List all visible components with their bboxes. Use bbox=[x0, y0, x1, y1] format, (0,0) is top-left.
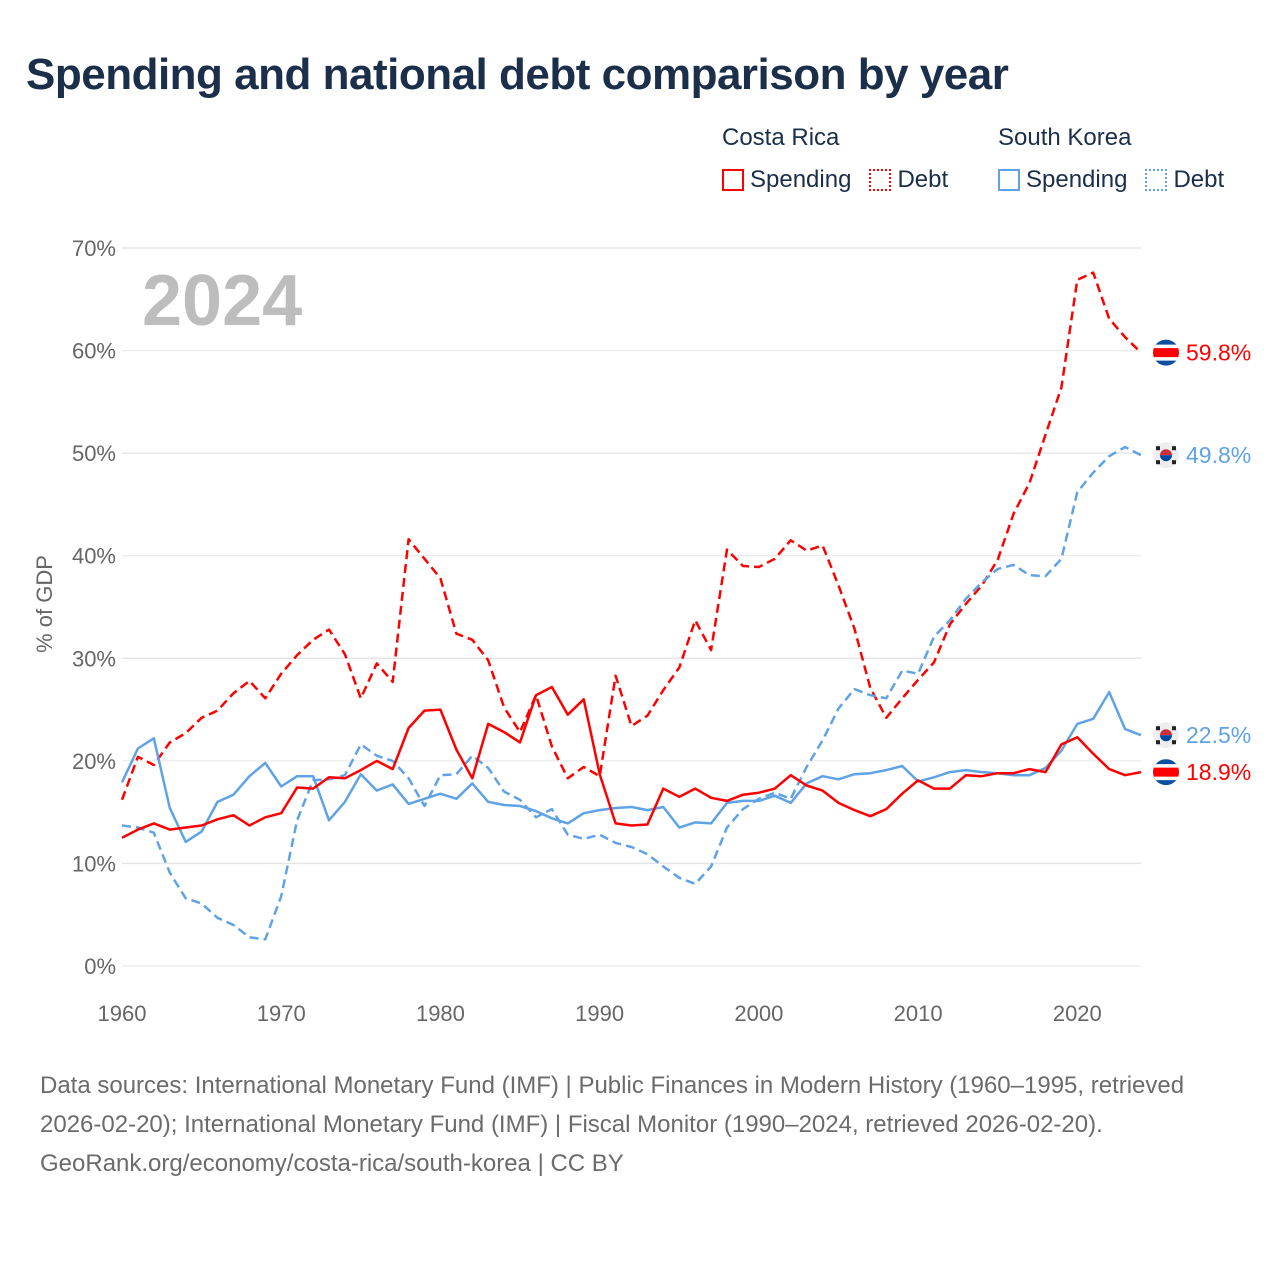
x-tick-label: 1980 bbox=[416, 1001, 465, 1026]
y-tick-label: 10% bbox=[72, 851, 116, 876]
legend-item-south-korea-debt[interactable]: Debt bbox=[1145, 166, 1224, 194]
flag-trigram bbox=[1156, 446, 1160, 451]
legend-country-label: South Korea bbox=[998, 124, 1132, 151]
x-tick-label: 2010 bbox=[894, 1001, 943, 1026]
y-axis-label: % of GDP bbox=[32, 555, 57, 653]
x-tick-label: 2020 bbox=[1053, 1001, 1102, 1026]
flag-taegeuk-red bbox=[1160, 729, 1172, 736]
flag-trigram bbox=[1172, 446, 1176, 451]
y-tick-label: 60% bbox=[72, 339, 116, 364]
flag-taegeuk-blue bbox=[1160, 735, 1172, 742]
data-sources: Data sources: International Monetary Fun… bbox=[40, 1072, 1185, 1138]
axis-ticks: 0% 10% 20% 30% 40% 50% 60% 70% 1960 1970 1980 1990 2… bbox=[72, 236, 1102, 1026]
south-korea-flag-icon bbox=[1153, 722, 1179, 749]
end-labels: 59.8% 49.8% 22.5% 18.9% bbox=[1153, 339, 1251, 786]
footer: Data sources: International Monetary Fun… bbox=[40, 1066, 1240, 1183]
x-tick-label: 1960 bbox=[98, 1001, 147, 1026]
flag-trigram bbox=[1156, 726, 1160, 731]
flag-trigram bbox=[1172, 740, 1176, 745]
grid bbox=[122, 247, 1141, 967]
x-tick-label: 1990 bbox=[575, 1001, 624, 1026]
legend-country-label: Costa Rica bbox=[722, 124, 840, 151]
series-line-costa-rica-spending bbox=[121, 685, 1142, 839]
legend-group-costa-rica: Costa Rica Spending Debt bbox=[722, 124, 948, 194]
year-overlay: 2024 bbox=[142, 261, 302, 341]
legend-label: Debt bbox=[1173, 166, 1225, 193]
end-marker bbox=[1153, 339, 1179, 366]
end-value-label: 22.5% bbox=[1186, 722, 1251, 748]
y-tick-label: 40% bbox=[72, 544, 116, 569]
series-line-costa-rica-debt bbox=[120, 271, 1142, 801]
legend-item-south-korea-spending[interactable]: Spending bbox=[998, 166, 1127, 194]
y-tick-label: 0% bbox=[84, 954, 116, 979]
legend-swatch-dotted bbox=[1145, 169, 1168, 191]
series-line-south-korea-debt bbox=[121, 445, 1142, 941]
flag-trigram bbox=[1172, 726, 1176, 731]
y-tick-label: 70% bbox=[72, 236, 116, 261]
flag-trigram bbox=[1172, 460, 1176, 465]
x-tick-label: 2000 bbox=[734, 1001, 783, 1026]
end-marker bbox=[1153, 442, 1179, 469]
legend-label: Debt bbox=[897, 166, 949, 193]
legend-swatch-dotted bbox=[869, 169, 892, 191]
flag-red bbox=[1153, 767, 1179, 777]
legend-label: Spending bbox=[1026, 166, 1128, 193]
costa-rica-flag-icon bbox=[1153, 759, 1179, 786]
legend-item-costa-rica-spending[interactable]: Spending bbox=[722, 166, 851, 194]
flag-taegeuk-red bbox=[1160, 449, 1172, 456]
flag-red bbox=[1153, 348, 1179, 358]
end-marker bbox=[1153, 722, 1179, 749]
y-tick-label: 50% bbox=[72, 441, 116, 466]
costa-rica-flag-icon bbox=[1153, 339, 1179, 366]
x-tick-label: 1970 bbox=[257, 1001, 306, 1026]
end-value-label: 59.8% bbox=[1186, 340, 1251, 366]
flag-trigram bbox=[1156, 740, 1160, 745]
legend-item-costa-rica-debt[interactable]: Debt bbox=[869, 166, 948, 194]
series-lines bbox=[120, 271, 1142, 941]
flag-taegeuk-blue bbox=[1160, 455, 1172, 462]
south-korea-flag-icon bbox=[1153, 442, 1179, 469]
legend-swatch-solid bbox=[998, 169, 1020, 191]
y-tick-label: 30% bbox=[72, 646, 116, 671]
end-marker bbox=[1153, 759, 1179, 786]
flag-trigram bbox=[1156, 460, 1160, 465]
legend-group-south-korea: South Korea Spending Debt bbox=[998, 124, 1224, 194]
end-value-label: 49.8% bbox=[1186, 442, 1251, 468]
y-tick-label: 20% bbox=[72, 749, 116, 774]
legend-label: Spending bbox=[750, 166, 852, 193]
legend-swatch-solid bbox=[722, 169, 744, 191]
end-value-label: 18.9% bbox=[1186, 759, 1251, 785]
credit-link[interactable]: GeoRank.org/economy/costa-rica/south-kor… bbox=[40, 1150, 624, 1177]
chart-title: Spending and national debt comparison by… bbox=[26, 50, 1009, 99]
series-line-south-korea-spending bbox=[120, 690, 1142, 844]
